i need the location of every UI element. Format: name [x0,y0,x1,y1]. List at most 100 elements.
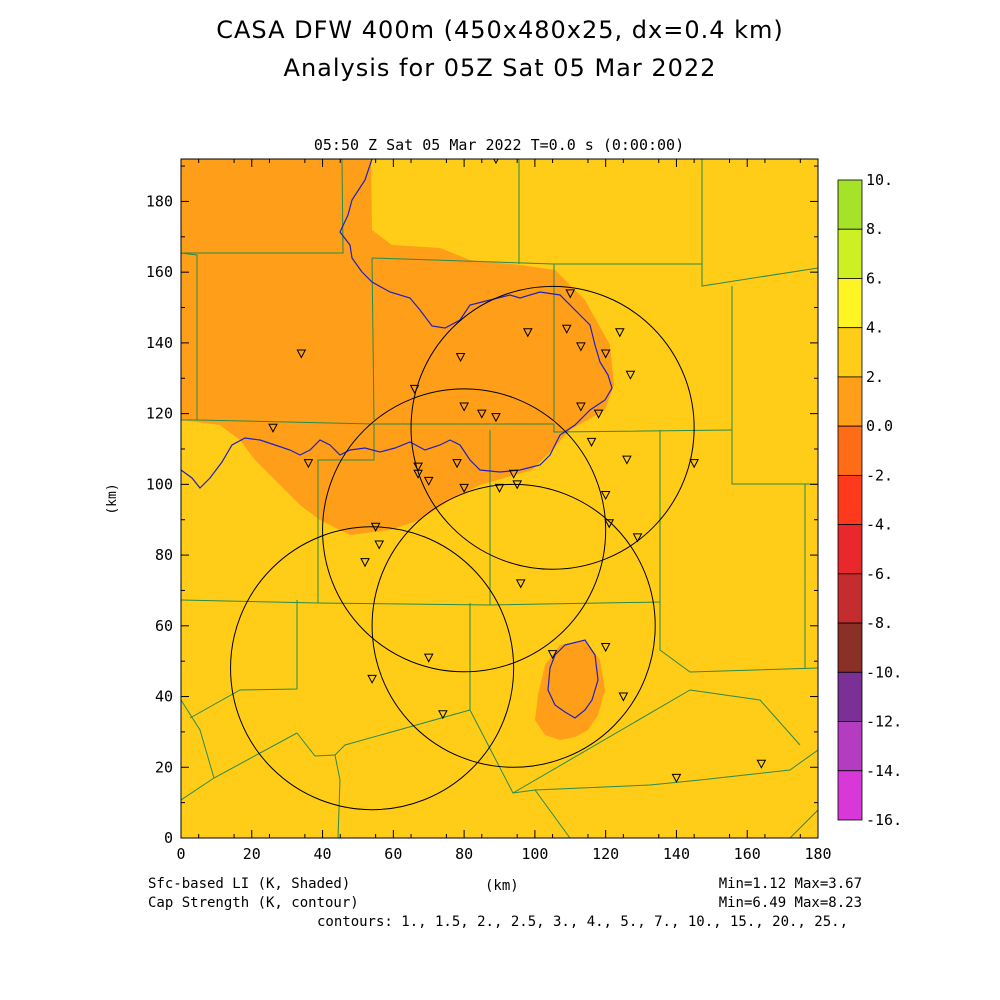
station-marker [494,483,505,493]
x-tick-label: 180 [804,845,831,863]
y-axis: 0 20 40 60 80 100 120 140 160 180 [146,165,818,847]
colorbar-label: -16. [866,811,902,829]
li-low-region-south [535,640,605,740]
colorbar-label: 2. [866,368,884,386]
x-tick-label: 20 [243,845,261,863]
y-tick-label: 40 [155,688,173,706]
colorbar: 10. 8. 6. 4. 2. 0.0 -2. -4. -6. -8. -10. -12. -14. -1… [837,171,902,829]
colorbar-swatch [837,524,863,575]
valid-time-label: 05:50 Z Sat 05 Mar 2022 T=0.0 s (0:00:00… [313,136,685,154]
footer-contour-levels: contours: 1., 1.5, 2., 2.5, 3., 4., 5., … [316,914,848,930]
station-marker [374,540,385,550]
colorbar-label: -12. [866,713,902,731]
y-tick-label: 100 [146,475,173,493]
x-tick-label: 60 [384,845,402,863]
colorbar-label: -2. [866,466,893,484]
station-marker [370,522,381,532]
colorbar-label: -10. [866,663,902,681]
station-marker [423,653,434,663]
colorbar-swatch [837,573,863,624]
station-marker [576,342,586,352]
y-axis-label: (km) [105,483,120,514]
colorbar-swatch [837,228,863,279]
radar-range-rings [230,285,695,811]
station-marker [600,490,611,501]
colorbar-label: -6. [866,565,893,583]
y-tick-label: 60 [155,617,173,635]
colorbar-label: 0.0 [866,417,893,435]
y-tick-label: 0 [164,829,173,847]
station-marker [756,759,767,769]
station-marker [296,349,307,359]
radar-ring-3 [371,483,656,768]
station-marker [268,423,278,433]
station-marker [508,469,519,479]
colorbar-label: -8. [866,614,893,632]
map-subtitle: Analysis for 05Z Sat 05 Mar 2022 [283,54,717,82]
station-marker [547,650,558,660]
colorbar-label: 6. [866,269,884,287]
colorbar-label: 10. [866,171,893,189]
station-marker [459,402,469,412]
colorbar-swatch [837,179,863,230]
station-marker [515,579,526,589]
station-marker [455,353,466,363]
x-axis-label: (km) [485,878,519,894]
x-tick-label: 160 [734,845,761,863]
x-tick-label: 120 [592,845,619,863]
station-marker [522,328,533,338]
colorbar-swatch [837,425,863,476]
colorbar-swatch [837,278,863,329]
station-marker [512,480,523,490]
station-marker [367,674,377,684]
x-tick-label: 40 [314,845,332,863]
footer-shaded-minmax: Min=1.12 Max=3.67 [718,876,862,892]
station-marker [576,402,586,412]
map-title: CASA DFW 400m (450x480x25, dx=0.4 km) [216,16,784,44]
x-tick-label: 80 [455,845,473,863]
station-marker [452,459,462,469]
station-marker [360,558,370,568]
station-marker [459,483,469,493]
station-marker [622,455,632,465]
station-marker [413,469,423,479]
station-marker [491,413,501,423]
plot-frame [180,158,819,839]
station-marker [600,643,611,653]
y-tick-label: 160 [146,263,173,281]
station-marker [409,384,420,394]
station-marker [565,289,576,299]
y-tick-label: 20 [155,758,173,776]
colorbar-label: 8. [866,220,884,238]
x-axis: 0 20 40 60 80 100 120 140 160 180 [176,159,832,863]
x-tick-label: 140 [663,845,690,863]
station-marker [625,370,636,380]
station-marker [593,409,604,419]
station-marker [600,349,611,359]
colorbar-label: -14. [866,762,902,780]
county-boundaries [181,159,818,838]
station-marker [413,462,423,472]
radar-ring-4 [230,526,515,811]
x-tick-label: 0 [176,845,185,863]
colorbar-swatch [837,327,863,378]
colorbar-label: -4. [866,516,893,534]
colorbar-swatch [837,721,863,772]
station-marker [618,692,629,702]
y-tick-label: 80 [155,546,173,564]
x-tick-label: 100 [521,845,548,863]
station-markers [268,159,767,783]
station-marker [586,437,597,447]
station-marker [614,328,625,338]
station-marker [604,519,615,529]
y-tick-label: 140 [146,334,173,352]
footer-contour-label: Cap Strength (K, contour) [148,895,359,911]
station-marker [438,710,448,720]
colorbar-label: 4. [866,319,884,337]
y-tick-label: 180 [146,192,173,210]
y-tick-label: 120 [146,405,173,423]
colorbar-swatch [837,622,863,673]
colorbar-swatch [837,770,863,821]
colorbar-swatch [837,671,863,722]
